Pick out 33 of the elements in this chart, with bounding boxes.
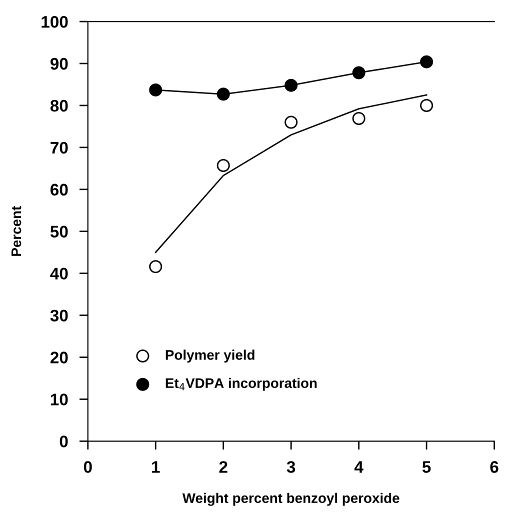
x-tick-label: 2 [219, 461, 228, 473]
x-tick-label: 0 [84, 461, 92, 473]
y-tick-label: 70 [50, 142, 68, 154]
point [284, 78, 298, 92]
x-tick-label: 6 [490, 461, 498, 473]
point [149, 83, 162, 96]
x-tick-label: 3 [286, 461, 296, 473]
y-tick-label: 40 [50, 268, 68, 280]
point [352, 66, 366, 80]
x-axis-title: Weight percent benzoyl peroxide [182, 492, 400, 506]
y-tick-label: 30 [50, 310, 68, 322]
point [352, 112, 366, 125]
legend-label: Polymer yield [166, 350, 254, 363]
y-tick-label: 60 [50, 184, 68, 196]
y-tick-label: 50 [50, 226, 68, 238]
legend-label: Et$_{4}$VDPA incorporation [166, 378, 317, 391]
x-tick-label: 1 [152, 461, 160, 473]
point [216, 88, 230, 101]
line-series [154, 94, 428, 254]
point [420, 55, 434, 68]
y-tick-label: 80 [50, 100, 68, 112]
y-tick-label: 10 [50, 394, 68, 406]
point [216, 158, 230, 172]
x-tick-label: 5 [422, 461, 431, 473]
y-tick-label: 90 [50, 58, 68, 70]
point [149, 260, 162, 274]
y-tick-label: 100 [42, 16, 68, 28]
y-tick-label: 0 [60, 436, 68, 448]
y-axis-title: Percent [12, 206, 22, 256]
x-tick-label: 4 [354, 461, 364, 473]
point [284, 116, 298, 129]
point [420, 98, 434, 112]
y-tick-label: 20 [50, 352, 68, 364]
